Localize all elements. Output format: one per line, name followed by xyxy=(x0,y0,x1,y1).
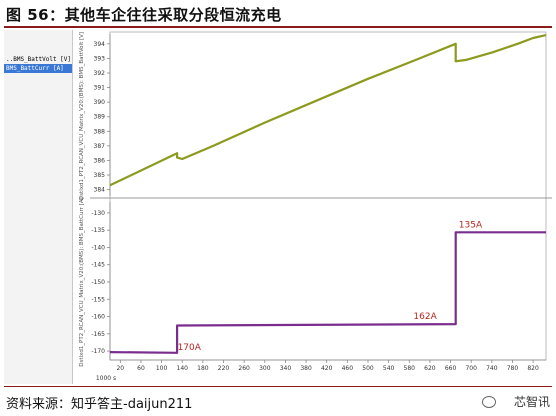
annotation-label: 170A xyxy=(178,343,202,353)
current-y-tick-label: -150 xyxy=(91,279,105,286)
x-tick-label: 260 xyxy=(238,365,250,372)
voltage-y-tick-label: 390 xyxy=(94,99,106,106)
x-tick-label: 620 xyxy=(424,365,436,372)
current-y-tick-label: -145 xyxy=(91,262,105,269)
current-y-tick-label: -155 xyxy=(91,296,105,303)
x-tick-label: 540 xyxy=(383,365,395,372)
x-tick-label: 660 xyxy=(445,365,457,372)
x-tick-label: 820 xyxy=(527,365,539,372)
signal-item-current[interactable]: BMS_BattCurr [A] xyxy=(4,64,72,73)
current-series-line xyxy=(109,231,546,354)
x-tick-label: 100 xyxy=(156,365,168,372)
x-tick-label: 140 xyxy=(177,365,189,372)
x-tick-label: 300 xyxy=(259,365,271,372)
current-y-axis-label: Dstlxd1_PT2_RCAN_VCU_Matrix_V20:(BMS): B… xyxy=(79,197,85,366)
x-tick-label: 420 xyxy=(321,365,333,372)
voltage-y-tick-label: 387 xyxy=(94,143,106,150)
voltage-y-tick-label: 391 xyxy=(94,85,106,92)
x-tick-label: 780 xyxy=(507,365,519,372)
title-rule xyxy=(4,26,552,28)
x-tick-label: 460 xyxy=(342,365,354,372)
figure-title: 图 56：其他车企往往采取分段恒流充电 xyxy=(6,6,282,24)
current-y-tick-label: -165 xyxy=(91,331,105,338)
x-tick-label: 20 xyxy=(116,365,124,372)
voltage-series-line xyxy=(109,34,547,187)
voltage-y-tick-label: 385 xyxy=(94,172,106,179)
x-tick-label: 180 xyxy=(197,365,209,372)
voltage-y-tick-label: 392 xyxy=(94,70,106,77)
signal-item-voltage[interactable]: ..BMS_BattVolt [V] xyxy=(6,56,72,63)
current-y-tick-label: -160 xyxy=(91,314,105,321)
x-tick-label: 340 xyxy=(280,365,292,372)
x-axis-label: 1000 s xyxy=(96,375,116,382)
chart-svg: 384 385 386 387 388 389 390 391 392 393 394 Dstlxd1… xyxy=(79,31,552,382)
x-tick-label: 220 xyxy=(218,365,230,372)
watermark: 芯智讯 xyxy=(513,395,550,409)
x-tick-label: 380 xyxy=(300,365,312,372)
current-y-tick-label: -170 xyxy=(91,348,105,355)
signal-list: ..BMS_BattVolt [V] BMS_BattCurr [A] xyxy=(4,30,73,384)
x-tick-label: 580 xyxy=(404,365,416,372)
voltage-y-tick-label: 384 xyxy=(94,187,106,194)
current-y-tick-label: -140 xyxy=(91,244,105,251)
voltage-y-tick-label: 394 xyxy=(94,41,106,48)
x-tick-label: 700 xyxy=(465,365,477,372)
footer-rule xyxy=(4,386,552,387)
current-y-tick-label: -130 xyxy=(91,210,105,217)
voltage-y-tick-label: 393 xyxy=(94,55,106,62)
annotation-label: 162A xyxy=(413,312,437,322)
plot-frame xyxy=(109,31,547,361)
voltage-y-tick-label: 389 xyxy=(94,114,106,121)
current-y-tick-label: -135 xyxy=(91,227,105,234)
voltage-y-tick-label: 386 xyxy=(94,157,106,164)
x-tick-label: 500 xyxy=(362,365,374,372)
annotation-label: 135A xyxy=(459,220,483,230)
voltage-y-tick-label: 388 xyxy=(94,128,106,135)
voltage-y-axis-label: Dstlxd1_PT2_RCAN_VCU_Matrix_V20:(BMS): B… xyxy=(79,32,85,200)
watermark-icon xyxy=(482,396,496,408)
x-tick-label: 60 xyxy=(137,365,145,372)
x-tick-label: 740 xyxy=(486,365,498,372)
chart-panel: ..BMS_BattVolt [V] BMS_BattCurr [A] 384 3… xyxy=(4,30,552,384)
source-note: 资料来源：知乎答主-daijun211 xyxy=(6,397,193,412)
